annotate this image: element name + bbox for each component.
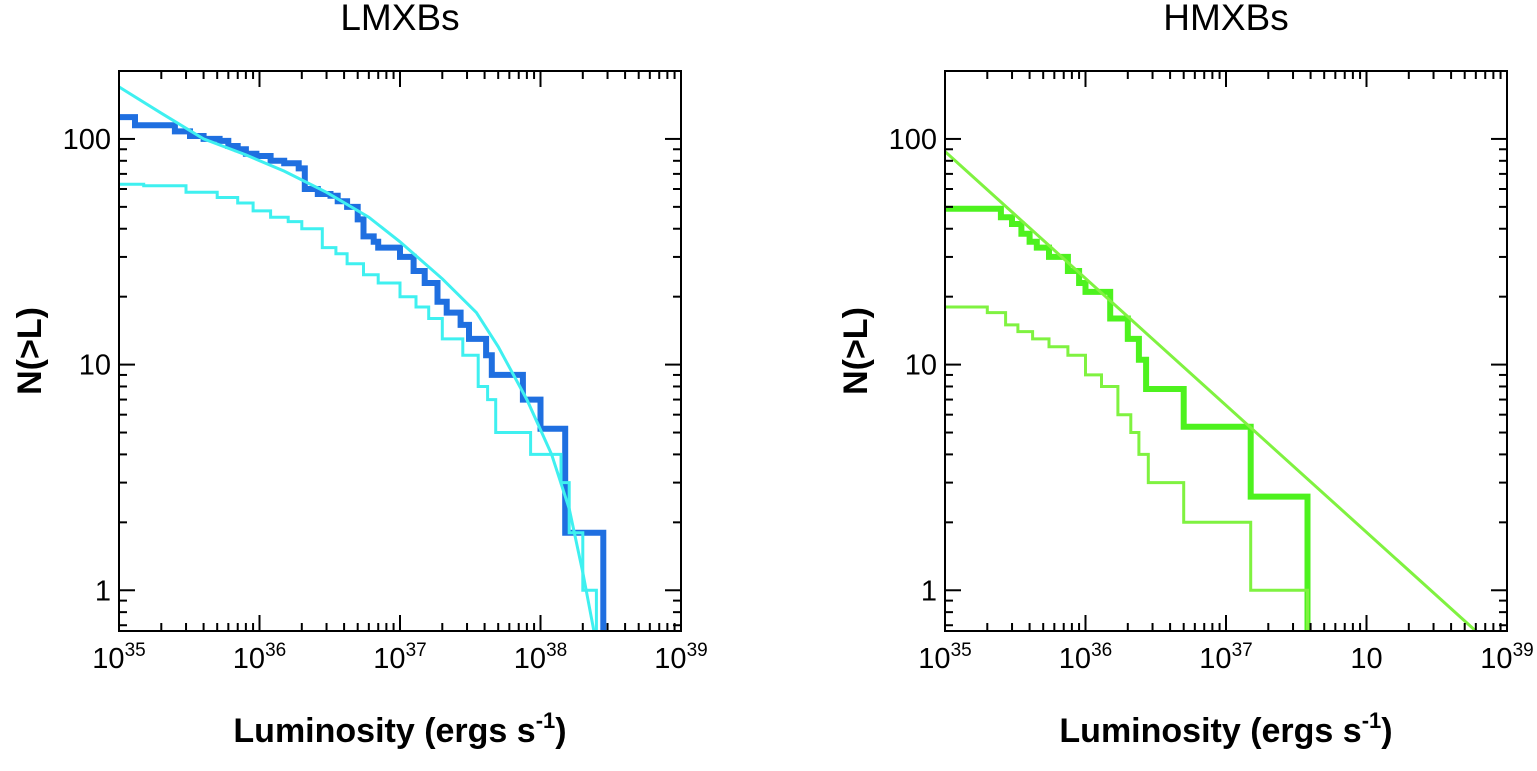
x-tick-label: 1036: [1059, 640, 1112, 675]
y-tick-label: 10: [79, 350, 111, 382]
x-tick-exponent: 39: [1513, 640, 1534, 661]
x-axis-label-exponent: -1: [1362, 708, 1382, 733]
x-tick-exponent: 36: [1091, 640, 1112, 661]
series-group: [945, 150, 1477, 631]
x-tick-base: 10: [1480, 643, 1512, 675]
y-axis-label: N(>L): [837, 307, 875, 395]
x-tick-label: 1037: [1199, 640, 1252, 675]
x-tick-label: 1035: [918, 640, 971, 675]
series-line-thick-step: [945, 205, 1311, 631]
x-tick-exponent: 36: [265, 640, 286, 661]
y-tick-label: 1: [95, 575, 111, 607]
series-line-model: [945, 150, 1477, 631]
panel-title: LMXBs: [340, 0, 459, 38]
x-tick-label: 1039: [1480, 640, 1533, 675]
x-tick-base: 10: [92, 643, 124, 675]
x-tick-label: 1035: [92, 640, 145, 675]
y-axis-label: N(>L): [11, 307, 49, 395]
x-axis-label: Luminosity (ergs s-1): [233, 708, 566, 750]
tick-marks: [944, 70, 1508, 631]
x-axis-label: Luminosity (ergs s-1): [1059, 708, 1392, 750]
x-tick-base: 10: [654, 643, 686, 675]
x-axis-label-end: ): [555, 712, 566, 750]
series-line-model: [119, 85, 596, 631]
x-tick-base: 10: [1059, 643, 1091, 675]
y-tick-label: 100: [63, 124, 111, 156]
x-tick-exponent: 38: [546, 640, 567, 661]
x-tick-label: 1038: [514, 640, 567, 675]
x-tick-label: 10: [1350, 643, 1382, 675]
x-tick-base: 10: [373, 643, 405, 675]
tick-marks: [118, 70, 682, 631]
x-axis-label-text: Luminosity (ergs s: [1059, 712, 1361, 750]
x-tick-exponent: 35: [951, 640, 972, 661]
x-tick-exponent: 37: [406, 640, 427, 661]
x-axis-label-end: ): [1381, 712, 1392, 750]
x-tick-base: 10: [514, 643, 546, 675]
x-tick-base: 10: [1199, 643, 1231, 675]
plot-frame: [118, 70, 682, 632]
y-tick-label: 10: [905, 350, 937, 382]
x-tick-base: 10: [233, 643, 265, 675]
plot-frame: [944, 70, 1508, 632]
x-tick-exponent: 35: [125, 640, 146, 661]
x-tick-label: 1037: [373, 640, 426, 675]
x-tick-label: 1036: [233, 640, 286, 675]
series-group: [119, 85, 607, 631]
x-tick-label: 1039: [654, 640, 707, 675]
series-line-thick-step: [119, 114, 607, 631]
x-axis-label-text: Luminosity (ergs s: [233, 712, 535, 750]
x-tick-exponent: 37: [1232, 640, 1253, 661]
y-tick-label: 100: [889, 124, 937, 156]
x-axis-label-exponent: -1: [536, 708, 556, 733]
y-tick-label: 1: [921, 575, 937, 607]
x-tick-exponent: 39: [687, 640, 708, 661]
series-line-thin-step: [119, 182, 598, 631]
series-line-thin-step: [945, 305, 1309, 631]
panel-title: HMXBs: [1163, 0, 1288, 38]
x-tick-base: 10: [1350, 643, 1382, 675]
x-tick-base: 10: [918, 643, 950, 675]
